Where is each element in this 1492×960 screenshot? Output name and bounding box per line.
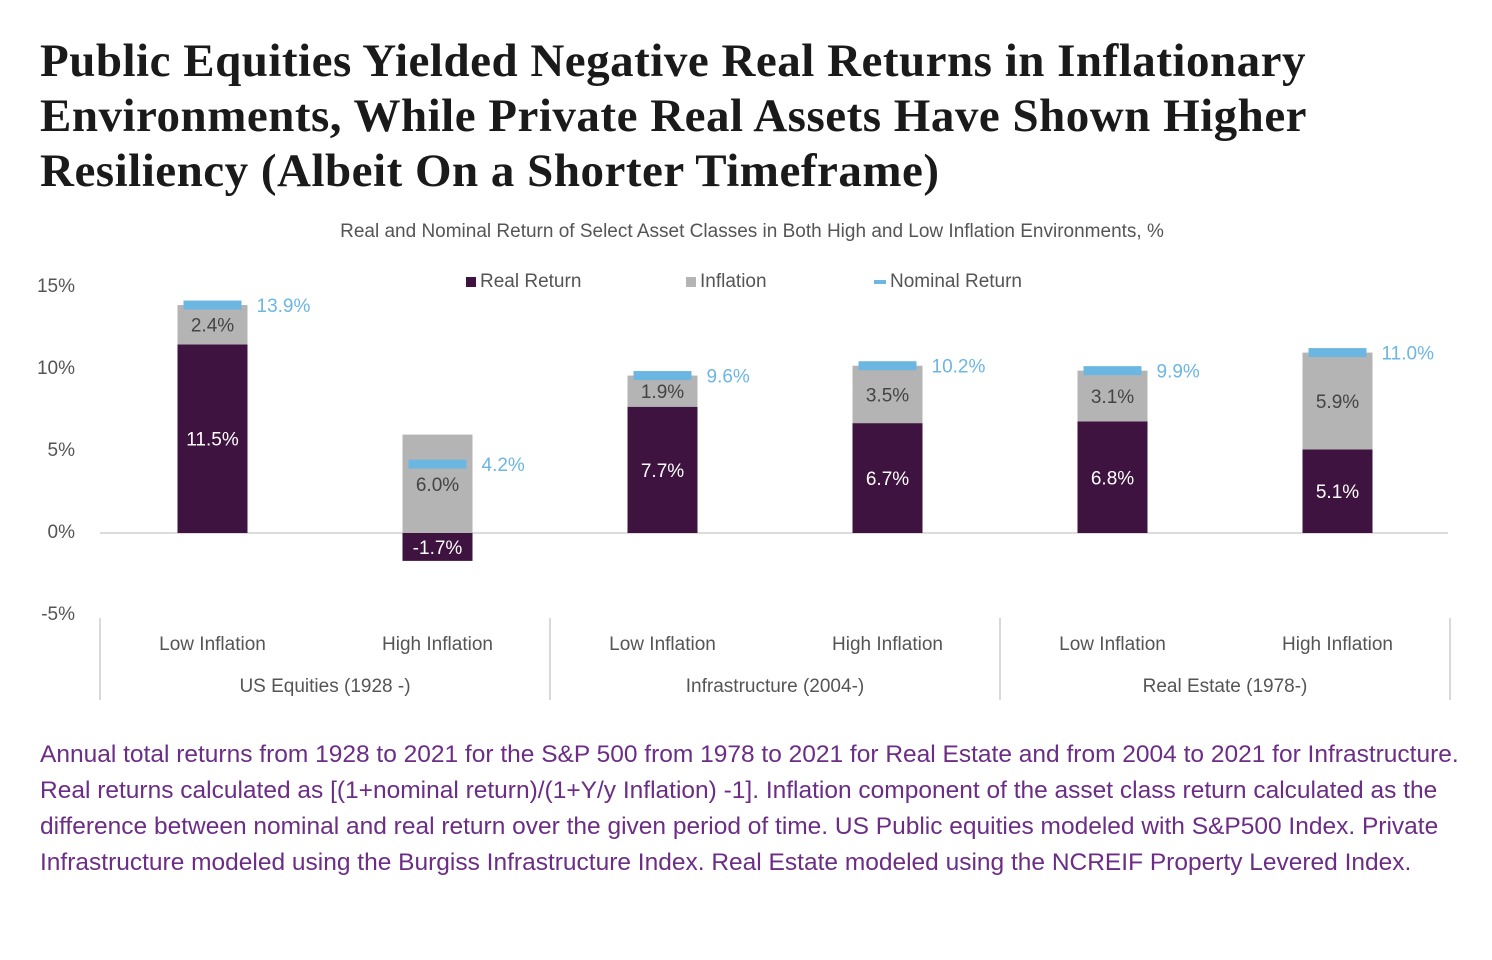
nominal-label: 11.0% <box>1382 344 1435 365</box>
nominal-marker <box>858 361 917 371</box>
nominal-label: 13.9% <box>257 296 311 317</box>
bar-segment <box>1302 449 1373 533</box>
legend-label: Inflation <box>700 271 767 292</box>
bar-label: 6.7% <box>866 469 909 490</box>
legend-label: Real Return <box>480 271 581 292</box>
legend-swatch <box>686 277 696 287</box>
x-tick-label: High Inflation <box>832 634 943 655</box>
nominal-label: 10.2% <box>932 357 986 378</box>
bar-label: 5.1% <box>1316 482 1359 503</box>
footnote: Annual total returns from 1928 to 2021 f… <box>40 741 1459 876</box>
bar-label: 3.1% <box>1091 387 1134 408</box>
bar-segment <box>627 375 698 407</box>
legend-swatch <box>466 277 476 287</box>
nominal-marker <box>183 300 242 310</box>
bar-segment <box>1077 370 1148 422</box>
bar-label: 1.9% <box>641 382 684 403</box>
y-tick-label: 15% <box>37 276 75 297</box>
group-label: Real Estate (1978-) <box>1143 676 1308 697</box>
chart-subtitle: Real and Nominal Return of Select Asset … <box>340 221 1164 242</box>
group-label: US Equities (1928 -) <box>239 676 410 697</box>
bar-label: 5.9% <box>1316 392 1359 413</box>
bar-segment <box>1077 421 1148 533</box>
y-tick-label: 0% <box>48 522 76 543</box>
nominal-marker <box>1308 348 1367 358</box>
nominal-label: 9.9% <box>1157 362 1200 383</box>
legend-swatch <box>874 280 886 284</box>
bar-segment <box>177 344 248 533</box>
bar-segment <box>852 423 923 533</box>
nominal-label: 9.6% <box>707 367 750 388</box>
legend-label: Nominal Return <box>890 271 1022 292</box>
bar-label: -1.7% <box>413 538 463 559</box>
x-tick-label: Low Inflation <box>609 634 716 655</box>
bar-label: 6.8% <box>1091 468 1134 489</box>
bar-segment <box>1302 352 1373 450</box>
bar-label: 3.5% <box>866 385 909 406</box>
y-tick-label: 10% <box>37 358 75 379</box>
bar-segment <box>402 434 473 533</box>
x-tick-label: Low Inflation <box>159 634 266 655</box>
bar-label: 6.0% <box>416 475 459 496</box>
bar-segment <box>402 533 473 561</box>
x-tick-label: High Inflation <box>1282 634 1393 655</box>
y-tick-label: -5% <box>41 604 75 625</box>
bar-label: 2.4% <box>191 316 234 337</box>
nominal-marker <box>1083 366 1142 376</box>
chart-title: Public Equities Yielded Negative Real Re… <box>40 35 1307 197</box>
bar-label: 7.7% <box>641 461 684 482</box>
x-tick-label: Low Inflation <box>1059 634 1166 655</box>
nominal-marker <box>633 371 692 381</box>
chart: Real and Nominal Return of Select Asset … <box>37 221 1451 700</box>
group-label: Infrastructure (2004-) <box>686 676 864 697</box>
y-tick-label: 5% <box>48 440 76 461</box>
bar-segment <box>177 305 248 345</box>
x-tick-label: High Inflation <box>382 634 493 655</box>
bar-segment <box>852 365 923 424</box>
bar-label: 11.5% <box>186 430 239 451</box>
nominal-marker <box>408 459 467 469</box>
bar-segment <box>627 406 698 533</box>
nominal-label: 4.2% <box>482 455 525 476</box>
